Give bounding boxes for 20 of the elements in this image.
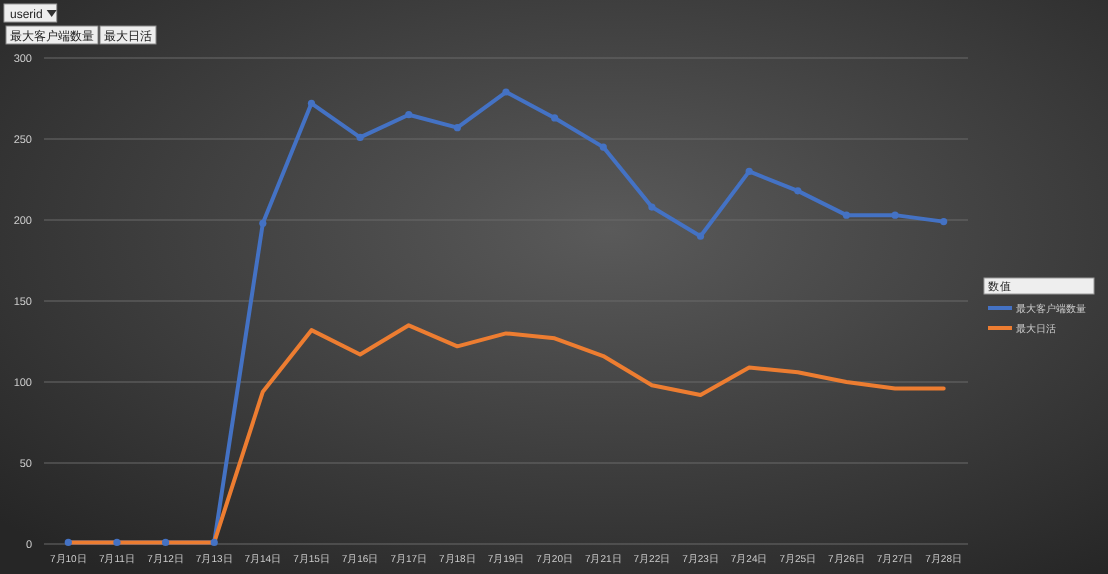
point	[551, 114, 559, 122]
point	[453, 124, 461, 132]
line-series	[66, 323, 946, 545]
point	[307, 99, 316, 107]
point	[64, 538, 72, 546]
point	[502, 88, 510, 96]
point	[599, 143, 607, 151]
point	[113, 538, 121, 546]
point	[210, 538, 218, 546]
point	[696, 232, 705, 240]
point	[745, 167, 753, 175]
point	[648, 203, 656, 211]
point	[794, 187, 802, 195]
point	[940, 218, 948, 226]
point	[259, 219, 267, 227]
point	[842, 211, 851, 219]
point	[405, 111, 413, 119]
point	[161, 538, 170, 546]
point	[891, 211, 899, 219]
point	[356, 133, 364, 141]
